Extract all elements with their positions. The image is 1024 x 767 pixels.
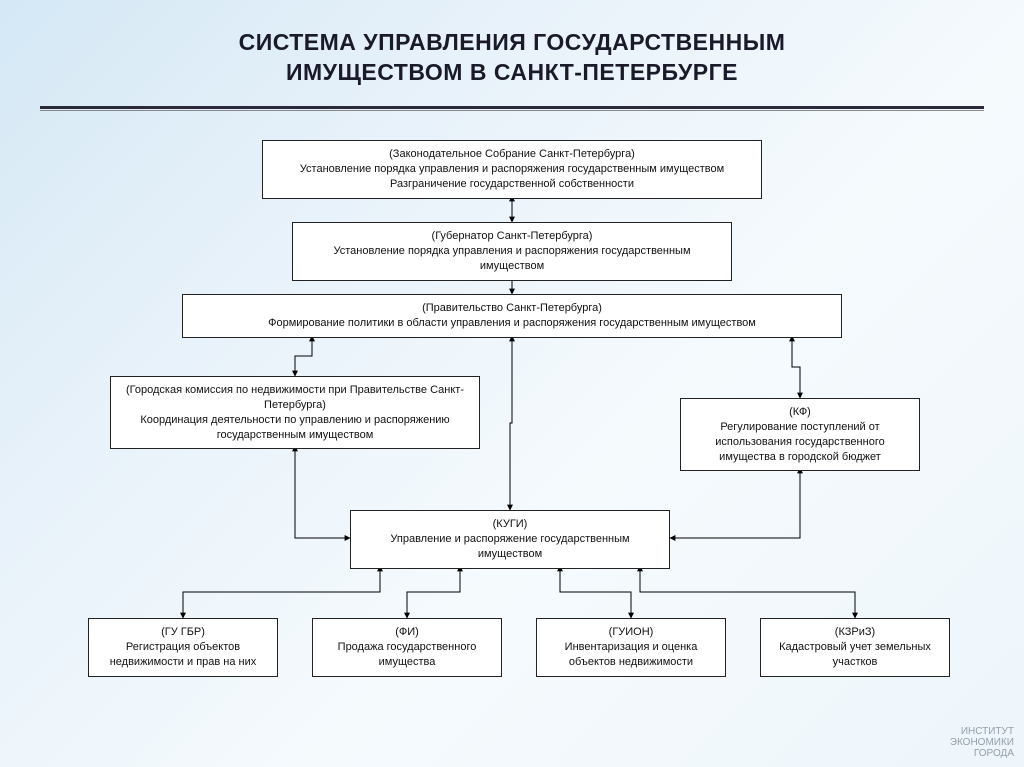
node-layer: (Законодательное Собрание Санкт-Петербур…	[0, 0, 1024, 767]
edge	[407, 566, 460, 618]
edge	[295, 446, 350, 538]
title-underline	[40, 106, 984, 109]
brand-line-3: ГОРОДА	[974, 748, 1014, 759]
node-head: (ФИ)	[323, 625, 491, 640]
corner-brand: ИНСТИТУТ ЭКОНОМИКИ ГОРОДА	[950, 726, 1014, 759]
node-body: Инвентаризация и оценка объектов недвижи…	[547, 640, 715, 670]
node-n6: (КУГИ)Управление и распоряжение государс…	[350, 510, 670, 569]
title-line-1: СИСТЕМА УПРАВЛЕНИЯ ГОСУДАРСТВЕННЫМ	[239, 29, 786, 55]
node-body: Управление и распоряжение государственны…	[361, 532, 659, 562]
node-n1: (Законодательное Собрание Санкт-Петербур…	[262, 140, 762, 199]
node-head: (КУГИ)	[361, 517, 659, 532]
edge	[295, 336, 312, 376]
node-head: (КЗРиЗ)	[771, 625, 939, 640]
node-body: Кадастровый учет земельных участков	[771, 640, 939, 670]
node-body: Регистрация объектов недвижимости и прав…	[99, 640, 267, 670]
edge	[510, 336, 512, 510]
node-head: (Правительство Санкт-Петербурга)	[193, 301, 831, 316]
node-head: (ГУИОН)	[547, 625, 715, 640]
page-title: СИСТЕМА УПРАВЛЕНИЯ ГОСУДАРСТВЕННЫМ ИМУЩЕ…	[40, 28, 984, 88]
node-n2: (Губернатор Санкт-Петербурга)Установлени…	[292, 222, 732, 281]
title-line-2: ИМУЩЕСТВОМ В САНКТ-ПЕТЕРБУРГЕ	[286, 59, 738, 85]
title-area: СИСТЕМА УПРАВЛЕНИЯ ГОСУДАРСТВЕННЫМ ИМУЩЕ…	[0, 0, 1024, 98]
node-head: (Губернатор Санкт-Петербурга)	[303, 229, 721, 244]
edge	[183, 566, 380, 618]
node-body: Регулирование поступлений от использован…	[691, 420, 909, 465]
node-body: Продажа государственного имущества	[323, 640, 491, 670]
node-n10: (КЗРиЗ)Кадастровый учет земельных участк…	[760, 618, 950, 677]
node-n9: (ГУИОН)Инвентаризация и оценка объектов …	[536, 618, 726, 677]
node-body: Установление порядка управления и распор…	[303, 244, 721, 274]
node-body: Координация деятельности по управлению и…	[121, 413, 469, 443]
edge	[792, 336, 800, 398]
node-n8: (ФИ)Продажа государственного имущества	[312, 618, 502, 677]
edge	[560, 566, 631, 618]
node-n5: (КФ)Регулирование поступлений от использ…	[680, 398, 920, 471]
node-head: (ГУ ГБР)	[99, 625, 267, 640]
edge	[640, 566, 855, 618]
edges-layer	[0, 0, 1024, 767]
node-head: (Городская комиссия по недвижимости при …	[121, 383, 469, 413]
edge	[670, 468, 800, 538]
node-n3: (Правительство Санкт-Петербурга)Формиров…	[182, 294, 842, 338]
node-n7: (ГУ ГБР)Регистрация объектов недвижимост…	[88, 618, 278, 677]
brand-line-2: ЭКОНОМИКИ	[950, 737, 1014, 748]
brand-line-1: ИНСТИТУТ	[961, 726, 1014, 737]
node-n4: (Городская комиссия по недвижимости при …	[110, 376, 480, 449]
node-body: Установление порядка управления и распор…	[273, 162, 751, 192]
node-head: (Законодательное Собрание Санкт-Петербур…	[273, 147, 751, 162]
node-body: Формирование политики в области управлен…	[193, 316, 831, 331]
node-head: (КФ)	[691, 405, 909, 420]
